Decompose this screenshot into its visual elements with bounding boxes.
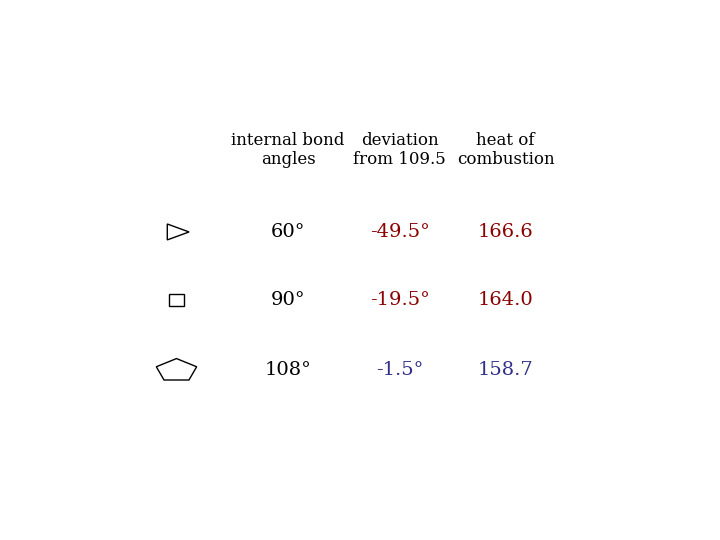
Text: internal bond
angles: internal bond angles	[231, 132, 345, 168]
Text: -1.5°: -1.5°	[376, 361, 423, 380]
Text: 158.7: 158.7	[478, 361, 534, 380]
Text: heat of
combustion: heat of combustion	[457, 132, 554, 168]
Text: -19.5°: -19.5°	[370, 291, 430, 309]
Text: 164.0: 164.0	[478, 291, 534, 309]
Text: 60°: 60°	[271, 223, 305, 241]
Text: deviation
from 109.5: deviation from 109.5	[354, 132, 446, 168]
Text: -49.5°: -49.5°	[370, 223, 430, 241]
Text: 90°: 90°	[271, 291, 305, 309]
Bar	[168, 294, 184, 306]
Text: 108°: 108°	[265, 361, 312, 380]
Text: 166.6: 166.6	[478, 223, 534, 241]
